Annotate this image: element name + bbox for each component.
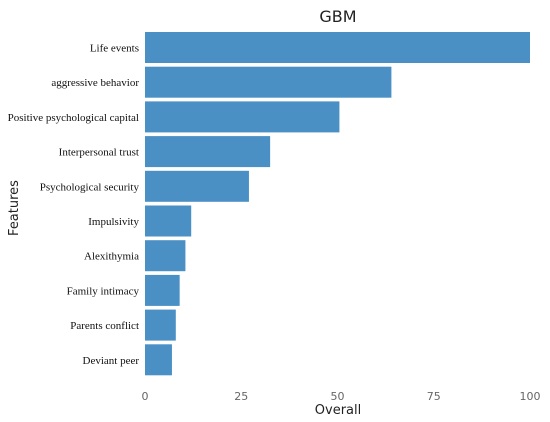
x-tick-label-0: 0 [142, 390, 149, 403]
category-label-6: Alexithymia [84, 251, 139, 263]
bar-0 [145, 32, 530, 63]
y-axis-title: Features [7, 180, 22, 236]
category-label-8: Parents conflict [70, 320, 139, 332]
x-tick-label-2: 50 [331, 390, 345, 403]
category-label-0: Life events [90, 43, 139, 55]
x-tick-label-4: 100 [520, 390, 541, 403]
bar-9 [145, 344, 172, 376]
bar-6 [145, 240, 186, 272]
category-label-9: Deviant peer [83, 355, 140, 367]
category-label-3: Interpersonal trust [59, 147, 139, 159]
bar-2 [145, 101, 340, 133]
bars-group [145, 32, 530, 376]
bar-4 [145, 170, 249, 202]
chart-title: GBM [319, 7, 356, 26]
bar-7 [145, 274, 180, 306]
bar-8 [145, 309, 176, 341]
category-label-4: Psychological security [40, 181, 140, 193]
x-tick-label-3: 75 [427, 390, 441, 403]
category-label-5: Impulsivity [88, 216, 139, 228]
x-axis-title: Overall [315, 403, 361, 418]
category-label-2: Positive psychological capital [8, 112, 139, 124]
category-label-1: aggressive behavior [51, 77, 139, 89]
bar-5 [145, 205, 192, 237]
category-labels: Life events aggressive behavior Positive p… [8, 43, 140, 367]
x-tick-label-1: 25 [234, 390, 248, 403]
bar-3 [145, 136, 271, 168]
category-label-7: Family intimacy [67, 285, 140, 297]
bar-1 [145, 66, 392, 98]
x-tick-labels: 0 25 50 75 100 [142, 390, 541, 403]
